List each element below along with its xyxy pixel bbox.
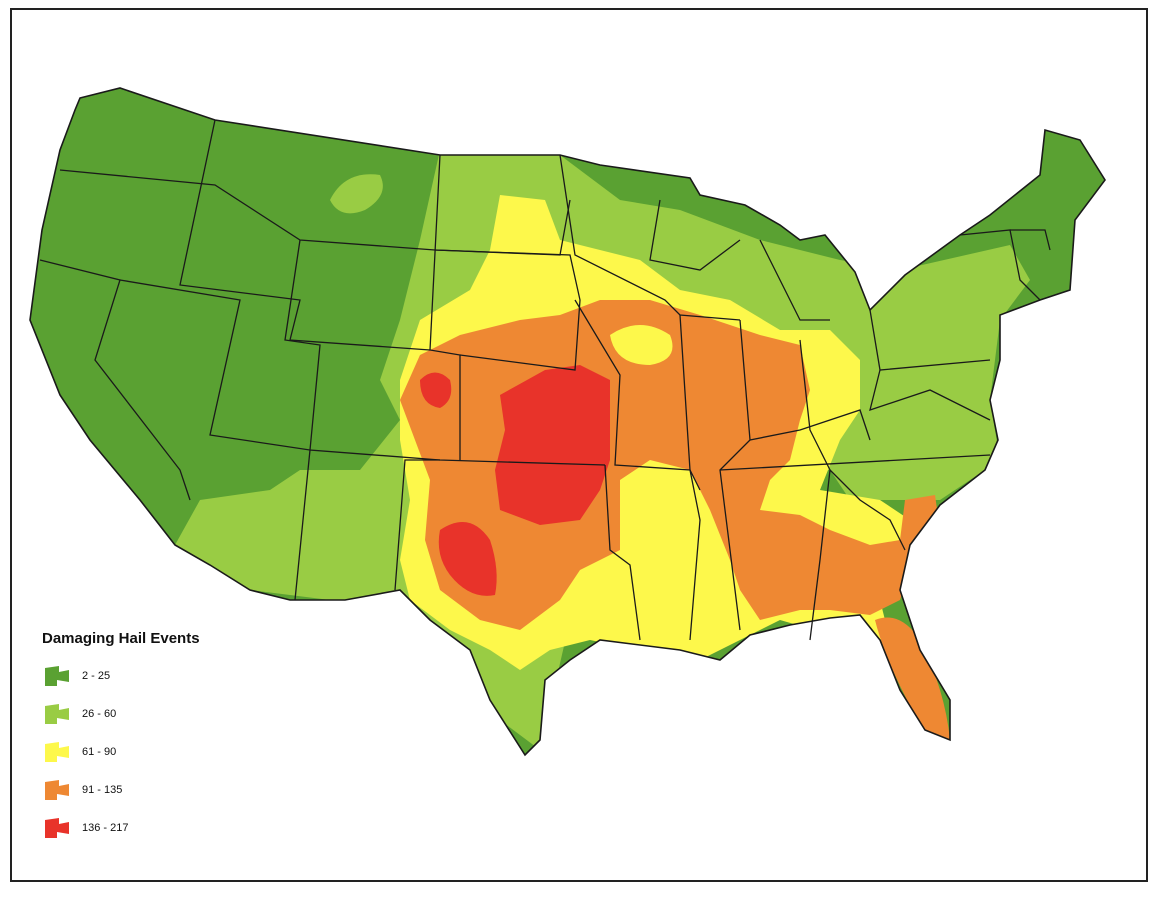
legend-label: 91 - 135 bbox=[82, 784, 123, 796]
zone-91-135-florida bbox=[875, 617, 950, 741]
legend-swatch bbox=[45, 704, 69, 724]
legend-item: 26 - 60 bbox=[42, 695, 200, 733]
legend-label: 2 - 25 bbox=[82, 670, 111, 682]
legend-items: 2 - 25 26 - 60 61 - 90 91 - 135 136 - 217 bbox=[42, 657, 200, 847]
legend-item: 61 - 90 bbox=[42, 733, 200, 771]
state-borders bbox=[29, 87, 1106, 756]
legend-swatch bbox=[45, 742, 69, 762]
zone-26-60-montana-spot bbox=[330, 174, 383, 214]
legend-swatch bbox=[45, 666, 69, 686]
zone-136-217-colorado bbox=[420, 372, 452, 408]
legend-swatch bbox=[45, 780, 69, 800]
legend-item: 2 - 25 bbox=[42, 657, 200, 695]
zone-61-90-iowa-hole bbox=[610, 325, 673, 365]
legend-swatch bbox=[45, 818, 69, 838]
zone-136-217 bbox=[495, 365, 610, 525]
legend-item: 136 - 217 bbox=[42, 809, 200, 847]
legend-label: 61 - 90 bbox=[82, 746, 117, 758]
legend-title: Damaging Hail Events bbox=[42, 630, 200, 647]
legend-label: 136 - 217 bbox=[82, 822, 129, 834]
legend-item: 91 - 135 bbox=[42, 771, 200, 809]
legend-label: 26 - 60 bbox=[82, 708, 117, 720]
zone-136-217-texas bbox=[438, 522, 497, 596]
legend: Damaging Hail Events 2 - 25 26 - 60 61 - 9… bbox=[42, 630, 200, 847]
